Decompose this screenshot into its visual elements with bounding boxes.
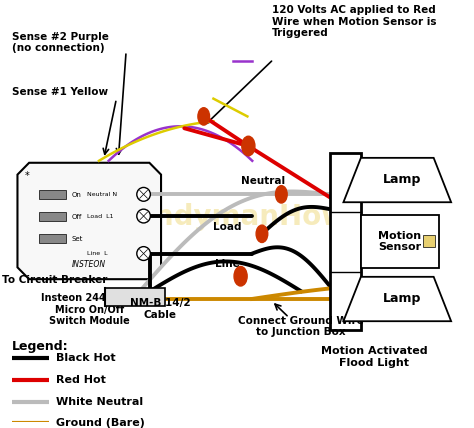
Bar <box>105 288 165 306</box>
Text: 120 Volts AC applied to Red
Wire when Motion Sensor is
Triggered: 120 Volts AC applied to Red Wire when Mo… <box>272 5 436 38</box>
Ellipse shape <box>275 186 287 203</box>
Text: Load  L1: Load L1 <box>87 214 114 219</box>
Text: HandymanHow: HandymanHow <box>112 203 347 231</box>
Text: INSTEON: INSTEON <box>72 260 106 269</box>
Ellipse shape <box>198 108 210 125</box>
Bar <box>39 212 66 221</box>
Text: Red Hot: Red Hot <box>56 375 106 385</box>
Text: Black Hot: Black Hot <box>56 353 116 363</box>
Text: Off: Off <box>72 214 82 220</box>
Text: NM-B 14/2
Cable: NM-B 14/2 Cable <box>130 298 191 320</box>
Bar <box>423 235 435 247</box>
Text: Load: Load <box>213 222 242 232</box>
Text: Set: Set <box>72 236 83 242</box>
Polygon shape <box>344 277 451 321</box>
Circle shape <box>137 187 150 201</box>
Text: Sense #1 Yellow: Sense #1 Yellow <box>12 87 108 97</box>
Text: Legend:: Legend: <box>12 340 68 354</box>
Ellipse shape <box>234 267 247 286</box>
Text: Neutral: Neutral <box>241 176 285 187</box>
Text: Ground (Bare): Ground (Bare) <box>56 418 145 428</box>
Bar <box>39 190 66 199</box>
Text: To Circuit Breaker: To Circuit Breaker <box>2 275 107 285</box>
Text: Connect Ground Wire
to Junction Box: Connect Ground Wire to Junction Box <box>238 316 364 337</box>
Polygon shape <box>18 163 161 279</box>
Circle shape <box>137 209 150 223</box>
Text: Lamp: Lamp <box>383 292 421 305</box>
Text: Insteon 2443-222
Micro On/Off
Switch Module: Insteon 2443-222 Micro On/Off Switch Mod… <box>41 293 137 326</box>
Text: Lamp: Lamp <box>383 173 421 186</box>
Text: Neutral N: Neutral N <box>87 192 118 197</box>
Text: Sense #2 Purple
(no connection): Sense #2 Purple (no connection) <box>12 32 109 53</box>
Text: White Neutral: White Neutral <box>56 396 144 407</box>
Text: *: * <box>25 171 30 181</box>
Text: Line: Line <box>215 259 240 269</box>
Bar <box>330 153 361 330</box>
Text: Motion Activated
Flood Light: Motion Activated Flood Light <box>321 346 428 368</box>
Bar <box>39 234 66 243</box>
Circle shape <box>137 247 150 261</box>
Text: Motion
Sensor: Motion Sensor <box>378 231 421 253</box>
Text: Line  L: Line L <box>87 251 108 256</box>
Ellipse shape <box>242 136 255 156</box>
Text: On: On <box>72 192 82 198</box>
Bar <box>361 215 438 268</box>
Ellipse shape <box>256 225 268 243</box>
Polygon shape <box>344 158 451 202</box>
